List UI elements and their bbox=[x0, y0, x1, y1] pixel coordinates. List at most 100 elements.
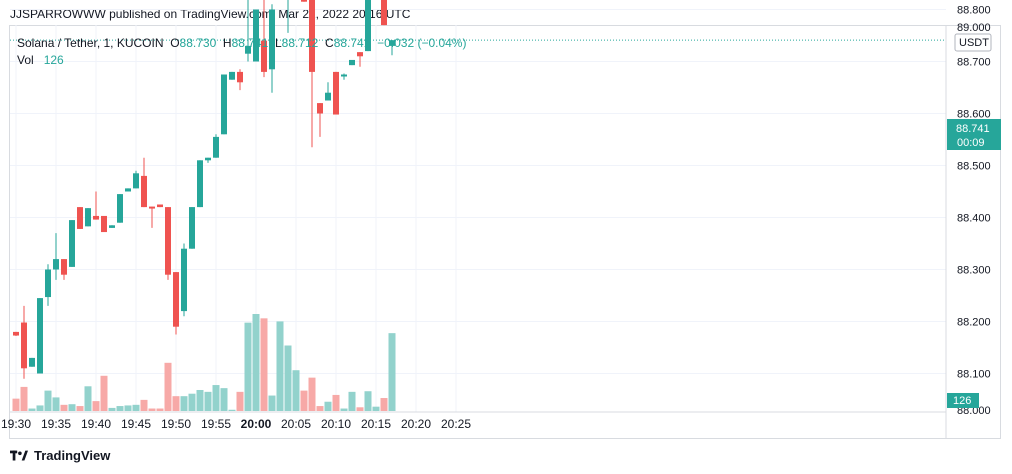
change-value: −0.032 (−0.04%) bbox=[377, 36, 467, 50]
candle-body bbox=[325, 92, 331, 101]
time-tick-label: 19:40 bbox=[81, 417, 111, 431]
candle-body bbox=[349, 59, 355, 66]
volume-bar bbox=[60, 404, 68, 411]
volume-bar bbox=[364, 391, 372, 411]
last-price-badge: 88.741 00:09 bbox=[947, 119, 1001, 150]
candle-body bbox=[365, 0, 371, 52]
volume-bar bbox=[276, 321, 284, 411]
candle-body bbox=[245, 45, 251, 54]
volume-bar bbox=[140, 399, 148, 411]
candle-body bbox=[205, 157, 211, 161]
close-label: C bbox=[325, 36, 334, 50]
candle-body bbox=[213, 136, 219, 158]
time-tick-label: 20:10 bbox=[321, 417, 351, 431]
candle-body bbox=[221, 74, 227, 135]
volume-bar bbox=[356, 407, 364, 411]
volume-bar bbox=[284, 345, 292, 411]
time-tick-label: 19:30 bbox=[1, 417, 31, 431]
volume-bar bbox=[380, 398, 388, 411]
volume-bar bbox=[156, 408, 164, 411]
time-tick-label: 19:50 bbox=[161, 417, 191, 431]
candle-body bbox=[309, 0, 315, 72]
volume-bar bbox=[188, 393, 196, 411]
price-axis-top-partial: 89.000 bbox=[957, 22, 991, 34]
volume-bar bbox=[132, 404, 140, 411]
candle-body bbox=[261, 40, 267, 72]
volume-bar bbox=[260, 318, 268, 411]
countdown-value: 00:09 bbox=[957, 137, 985, 149]
price-tick-label: 88.600 bbox=[957, 109, 991, 121]
volume-bar bbox=[372, 406, 380, 411]
time-axis: 19:30 19:35 19:40 19:45 19:50 19:55 20:00 20:05… bbox=[1, 411, 946, 431]
volume-bar bbox=[348, 391, 356, 411]
volume-bar bbox=[180, 396, 188, 411]
low-label: L bbox=[274, 36, 282, 50]
brand-name: TradingView bbox=[34, 448, 111, 463]
volume-bar bbox=[124, 405, 132, 411]
candle-body bbox=[253, 9, 259, 62]
low-value: 88.712 bbox=[281, 36, 319, 50]
vol-value: 126 bbox=[43, 53, 64, 67]
ohlc-legend: Solana / Tether, 1, KUCOIN O88.730 H88.7… bbox=[17, 36, 466, 50]
high-label: H bbox=[222, 36, 232, 50]
price-tick-label: 88.300 bbox=[957, 265, 991, 277]
volume-bar bbox=[300, 390, 308, 411]
grid bbox=[10, 9, 946, 412]
candle-body bbox=[133, 173, 139, 189]
candle-body bbox=[109, 225, 115, 228]
price-tick-label: 88.400 bbox=[957, 213, 991, 225]
volume-bar bbox=[292, 370, 300, 411]
symbol-label[interactable]: Solana / Tether, 1, KUCOIN bbox=[17, 36, 164, 50]
candle-body bbox=[189, 207, 195, 249]
tradingview-footer[interactable]: TradingView bbox=[10, 448, 110, 463]
open-value: 88.730 bbox=[179, 36, 217, 50]
candle-body bbox=[333, 71, 339, 115]
candle-body bbox=[117, 194, 123, 223]
candle-body bbox=[229, 71, 235, 80]
candle-body bbox=[53, 259, 59, 270]
candle-body bbox=[77, 207, 83, 229]
candle-body bbox=[21, 322, 27, 369]
candle-body bbox=[61, 259, 67, 275]
time-tick-label: 19:55 bbox=[201, 417, 231, 431]
candle-body bbox=[357, 52, 363, 57]
candle-body bbox=[149, 206, 155, 209]
currency-label[interactable]: USDT bbox=[959, 37, 989, 49]
candle-body bbox=[317, 103, 323, 114]
volume-bar bbox=[12, 398, 20, 411]
candle-body bbox=[125, 188, 131, 192]
volume-bar bbox=[28, 408, 36, 411]
volume-bar bbox=[340, 408, 348, 411]
time-tick-label: 19:35 bbox=[41, 417, 71, 431]
volume-bar bbox=[100, 375, 108, 411]
volume-badge-value: 126 bbox=[953, 395, 971, 407]
candle-body bbox=[173, 272, 179, 327]
chart-frame bbox=[9, 25, 1001, 439]
volume-bar bbox=[332, 394, 340, 411]
volume-bar bbox=[228, 409, 236, 411]
price-tick-label: 88.100 bbox=[957, 369, 991, 381]
volume-legend: Vol 126 bbox=[17, 53, 64, 67]
volume-bar bbox=[108, 407, 116, 411]
time-tick-label: 20:00 bbox=[241, 417, 272, 431]
volume-badge: 126 bbox=[947, 393, 979, 408]
vol-label[interactable]: Vol bbox=[17, 53, 34, 67]
volume-bar bbox=[268, 395, 276, 411]
candles bbox=[13, 0, 395, 379]
close-value: 88.741 bbox=[333, 36, 371, 50]
volume-bar bbox=[84, 386, 92, 411]
volume-bar bbox=[172, 396, 180, 411]
volume-bar bbox=[316, 406, 324, 411]
volume-bar bbox=[324, 401, 332, 411]
volume-bar bbox=[92, 401, 100, 411]
volume-bar bbox=[220, 388, 228, 411]
currency-badge[interactable] bbox=[954, 33, 992, 52]
volume-bars bbox=[12, 314, 396, 411]
candle-body bbox=[237, 71, 243, 83]
time-tick-label: 20:25 bbox=[441, 417, 471, 431]
volume-bar bbox=[244, 322, 252, 411]
candle-body bbox=[69, 220, 75, 267]
price-axis: 88.100 88.200 88.300 88.400 88.500 88.600 88.7… bbox=[945, 5, 992, 438]
candle-body bbox=[45, 269, 51, 298]
